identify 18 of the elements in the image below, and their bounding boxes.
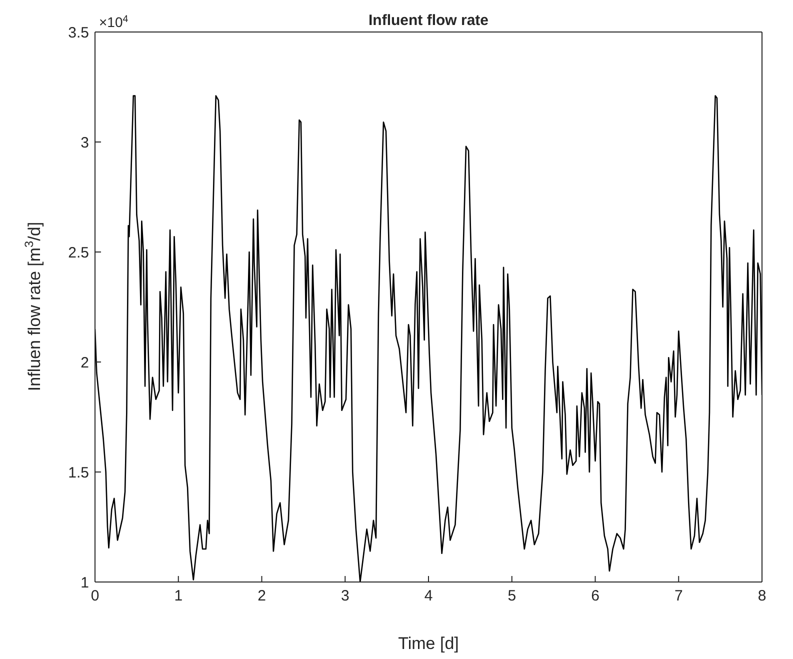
y-tick-label: 2 <box>80 354 89 372</box>
x-tick-label: 2 <box>258 588 266 605</box>
y-tick-label: 1 <box>80 574 89 592</box>
x-tick-label: 6 <box>591 588 600 605</box>
x-tick-label: 1 <box>174 588 183 605</box>
x-tick-label: 8 <box>758 588 766 605</box>
chart-title: Influent flow rate <box>368 12 488 29</box>
y-tick-label: 2.5 <box>68 244 89 262</box>
x-tick-label: 4 <box>424 588 433 605</box>
y-tick-label: 3.5 <box>68 24 89 42</box>
x-tick-label: 7 <box>674 588 683 605</box>
x-axis-title: Time [d] <box>398 634 459 653</box>
text: ×10$^{4}$ <box>99 14 129 30</box>
x-tick-label: 5 <box>508 588 516 605</box>
y-tick-label: 3 <box>80 134 89 152</box>
y-tick-label: 1.5 <box>68 464 89 482</box>
x-tick-label: 0 <box>90 588 100 605</box>
x-tick-label: 3 <box>340 588 350 605</box>
